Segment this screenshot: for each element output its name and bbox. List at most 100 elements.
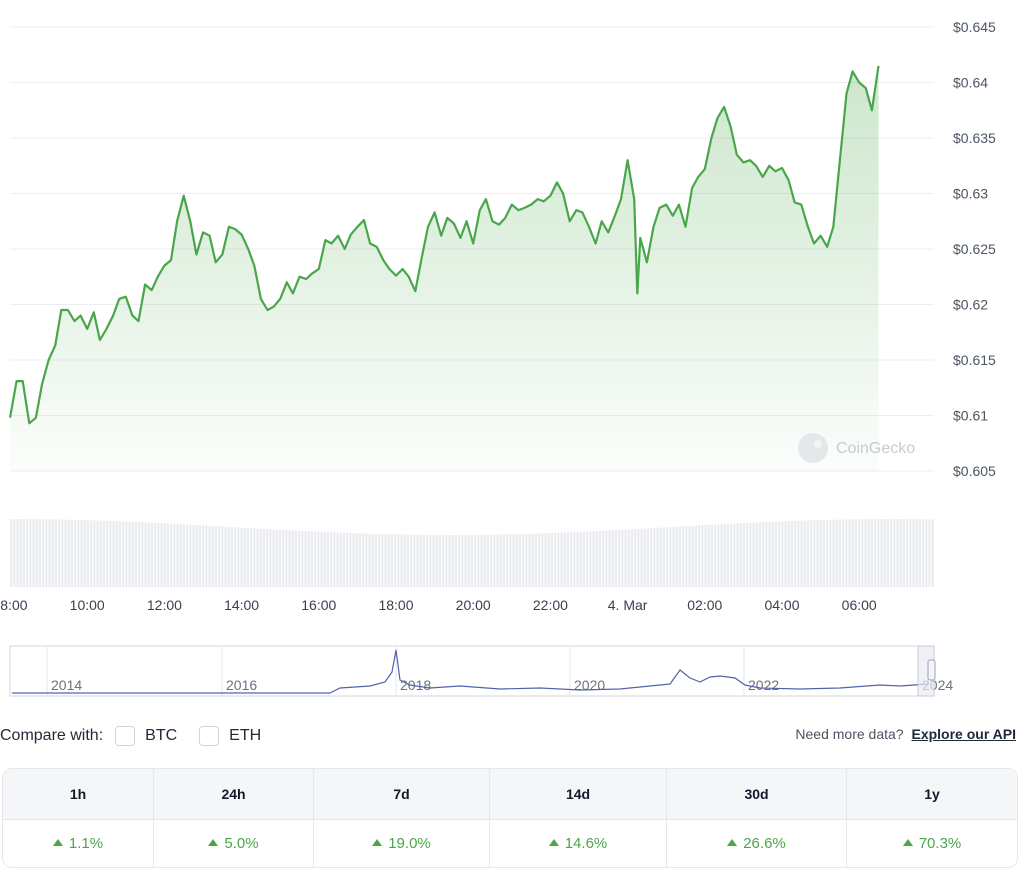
volume-bar [173,523,176,587]
volume-bar [272,529,275,587]
volume-bar [838,519,841,587]
volume-bar [445,535,448,587]
volume-bar [650,528,653,587]
navigator-tick-label: 2016 [226,677,257,693]
volume-bar [909,519,912,587]
volume-bar [342,532,345,587]
change-value: 26.6% [743,835,786,852]
volume-bar [733,523,736,587]
volume-bar [310,531,313,587]
volume-bar [758,522,761,587]
volume-bar [45,519,48,587]
volume-bar [93,520,96,587]
volume-bar [67,519,70,587]
volume-bar [899,519,902,587]
volume-bar [528,533,531,587]
volume-bar [678,526,681,587]
volume-bar [870,519,873,587]
volume-bar [378,534,381,587]
volume-bar [29,519,32,587]
volume-bar [166,523,169,587]
volume-bar [186,524,189,587]
volume-bar [218,526,221,587]
caret-up-icon [372,839,383,846]
volume-bar [192,524,195,587]
volume-bar [131,521,134,587]
volume-bar [410,534,413,587]
volume-bar [771,521,774,587]
volume-bar [362,533,365,587]
volume-bar [832,519,835,587]
volume-bar [486,534,489,587]
volume-bar [643,528,646,587]
volume-bar [224,526,227,587]
x-tick-label: 4. Mar [608,597,648,613]
x-tick-label: 06:00 [842,597,877,613]
volume-bar [797,520,800,587]
volume-bar [205,525,208,587]
volume-bar [579,531,582,587]
volume-bar [246,528,249,587]
performance-table: 1h 24h 7d 14d 30d 1y 1.1% 5.0% 19.0% 14.… [2,768,1018,868]
volume-bar [906,519,909,587]
volume-bar [355,533,358,587]
volume-bar [490,534,493,587]
y-tick-label: $0.635 [953,130,996,146]
volume-bar [26,519,29,587]
range-navigator[interactable]: 2014 2016 2018 2020 2022 2024 [9,645,953,697]
volume-bar [278,529,281,587]
volume-bar [688,525,691,587]
volume-bar [349,533,352,587]
volume-bar [179,524,182,587]
volume-bar [275,529,278,587]
volume-bar [454,535,457,587]
caret-up-icon [208,839,219,846]
checkbox-box[interactable] [199,726,220,746]
volume-bar [544,533,547,587]
volume-bar [682,526,685,587]
change-cell: 5.0% [154,820,314,867]
volume-bar [880,519,883,587]
checkbox-box[interactable] [115,726,136,746]
volume-bar [915,519,918,587]
volume-bar [304,531,307,587]
volume-bar [102,520,105,587]
volume-bar [442,535,445,587]
volume-bar [413,534,416,587]
volume-bar [448,535,451,587]
navigator-handle[interactable] [927,659,936,681]
x-tick-label: 18:00 [378,597,413,613]
volume-bar [582,531,585,587]
volume-bar [611,530,614,587]
volume-bar [573,532,576,587]
volume-bar [886,519,889,587]
volume-bar [874,519,877,587]
volume-bar [637,528,640,587]
compare-eth-checkbox[interactable]: ETH [199,726,261,746]
volume-bar [211,526,214,587]
volume-bar [522,534,525,587]
volume-bar [778,521,781,587]
volume-bar [381,534,384,587]
volume-bar [48,519,51,587]
volume-bar [288,530,291,587]
explore-api-link[interactable]: Explore our API [911,726,1016,742]
volume-bar [755,522,758,587]
compare-option-label: ETH [229,727,262,744]
volume-bar [794,520,797,587]
volume-bar [656,527,659,587]
navigator-tick-label: 2020 [574,677,605,693]
volume-bar [157,523,160,587]
volume-bar [358,533,361,587]
volume-bar [730,523,733,587]
volume-bar [845,519,848,587]
volume-bar [112,521,115,587]
caret-up-icon [727,839,738,846]
volume-bar [704,525,707,587]
volume-bar [768,521,771,587]
volume-bar [406,534,409,587]
volume-bar [227,526,230,587]
volume-bar [883,519,886,587]
compare-btc-checkbox[interactable]: BTC [115,726,177,746]
y-tick-label: $0.625 [953,241,996,257]
